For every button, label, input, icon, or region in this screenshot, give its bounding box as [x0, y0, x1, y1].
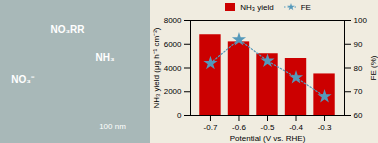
- html-text:NO₃RR: NO₃RR: [50, 23, 85, 35]
- svg-text:100: 100: [354, 16, 368, 25]
- svg-text:-0.7: -0.7: [204, 123, 218, 132]
- svg-text:4000: 4000: [164, 64, 182, 73]
- svg-text:-0.5: -0.5: [261, 123, 275, 132]
- svg-text:90: 90: [354, 40, 363, 49]
- svg-text:6000: 6000: [164, 40, 182, 49]
- svg-text:FE (%): FE (%): [369, 55, 378, 80]
- svg-text:-0.4: -0.4: [289, 123, 303, 132]
- html-text:FE: FE: [300, 2, 311, 12]
- html-text:NH₃: NH₃: [95, 51, 115, 63]
- html-text:NO₃⁻: NO₃⁻: [11, 73, 34, 85]
- svg-text:2000: 2000: [164, 87, 182, 96]
- svg-text:Potential (V vs. RHE): Potential (V vs. RHE): [230, 134, 306, 143]
- svg-text:8000: 8000: [164, 16, 182, 25]
- svg-text:60: 60: [354, 111, 363, 120]
- svg-text:NH₃ yield (μg h⁻¹ cm⁻²): NH₃ yield (μg h⁻¹ cm⁻²): [152, 27, 161, 108]
- html-text:100 nm: 100 nm: [99, 121, 126, 131]
- svg-text:-0.6: -0.6: [232, 123, 246, 132]
- html-text:NH₃ yield: NH₃ yield: [240, 2, 274, 12]
- svg-text:0: 0: [177, 111, 182, 120]
- svg-text:70: 70: [354, 87, 363, 96]
- svg-text:-0.3: -0.3: [318, 123, 332, 132]
- svg-text:80: 80: [354, 64, 363, 73]
